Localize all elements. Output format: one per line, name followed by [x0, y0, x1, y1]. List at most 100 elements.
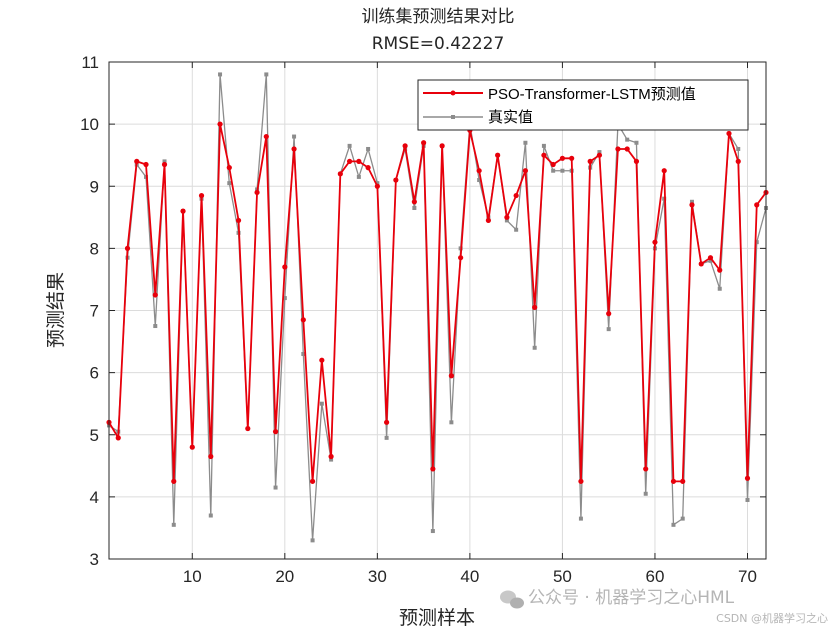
data-point-predicted — [439, 143, 445, 149]
data-point-actual — [412, 205, 417, 210]
data-point-actual — [310, 538, 315, 543]
data-point-predicted — [346, 158, 353, 164]
data-point-predicted — [180, 208, 186, 214]
data-point-predicted — [689, 202, 695, 208]
data-point-predicted — [680, 478, 686, 484]
data-point-predicted — [522, 168, 529, 174]
data-point-predicted — [198, 192, 205, 199]
data-point-actual — [153, 324, 158, 329]
data-point-predicted — [134, 158, 140, 164]
legend: PSO-Transformer-LSTM预测值 真实值 — [417, 79, 749, 131]
data-point-actual — [282, 296, 287, 301]
data-point-predicted — [532, 304, 538, 310]
legend-label-predicted: PSO-Transformer-LSTM预测值 — [488, 86, 696, 103]
data-point-actual — [689, 199, 694, 204]
data-point-predicted — [337, 171, 343, 177]
watermark-csdn: CSDN @机器学习之心 — [716, 611, 828, 625]
series-layer — [106, 72, 769, 543]
data-point-actual — [227, 181, 232, 186]
x-tick-label: 30 — [368, 567, 387, 586]
data-point-actual — [514, 227, 519, 232]
data-point-predicted — [485, 217, 491, 224]
data-point-predicted — [217, 121, 223, 127]
data-point-actual — [671, 522, 676, 527]
data-point-predicted — [115, 435, 121, 441]
data-point-predicted — [365, 165, 371, 171]
data-point-actual — [208, 513, 213, 518]
data-point-predicted — [448, 373, 454, 379]
legend-label-actual: 真实值 — [488, 108, 533, 126]
chart-title: 训练集预测结果对比 — [362, 7, 515, 27]
data-point-predicted — [717, 267, 723, 273]
data-point-predicted — [569, 155, 575, 161]
data-point-predicted — [615, 146, 621, 152]
data-point-actual — [560, 168, 565, 173]
data-point-actual — [532, 345, 537, 350]
data-point-predicted — [254, 189, 260, 196]
ticks: 10 20 30 40 50 60 70 3 4 5 6 7 8 9 10 11 — [80, 53, 766, 586]
data-point-predicted — [143, 161, 149, 168]
data-point-predicted — [652, 239, 658, 245]
data-point-predicted — [430, 466, 436, 472]
data-point-actual — [430, 529, 435, 534]
data-point-actual — [736, 146, 741, 151]
data-point-actual — [754, 240, 759, 245]
data-point-actual — [329, 457, 334, 462]
data-point-actual — [384, 435, 389, 440]
data-point-predicted — [559, 155, 566, 161]
data-point-actual — [162, 159, 167, 164]
x-axis-label: 预测样本 — [399, 607, 475, 629]
data-point-actual — [319, 401, 324, 406]
legend-swatch-marker-predicted — [450, 90, 456, 96]
data-point-predicted — [643, 466, 649, 472]
data-point-predicted — [319, 357, 325, 363]
data-point-predicted — [596, 152, 603, 158]
watermark-wechat-text: 公众号 · 机器学习之心HML — [528, 588, 735, 608]
data-point-actual — [708, 258, 713, 263]
data-point-actual — [625, 137, 630, 142]
y-tick-label: 5 — [90, 426, 99, 445]
data-point-predicted — [282, 264, 288, 270]
x-tick-label: 10 — [183, 567, 202, 586]
data-point-predicted — [356, 158, 362, 164]
data-point-actual — [264, 72, 269, 77]
data-point-predicted — [208, 453, 214, 460]
data-point-predicted — [744, 475, 751, 481]
data-point-predicted — [606, 311, 612, 317]
y-axis-label: 预测结果 — [45, 272, 67, 348]
data-point-actual — [541, 143, 546, 148]
data-point-predicted — [735, 158, 741, 164]
data-point-predicted — [152, 292, 158, 298]
x-tick-label: 40 — [460, 567, 479, 586]
data-point-predicted — [633, 158, 640, 164]
data-point-predicted — [707, 255, 714, 261]
data-point-actual — [578, 516, 583, 521]
y-tick-label: 3 — [90, 550, 99, 569]
data-point-actual — [375, 181, 380, 186]
y-tick-label: 4 — [90, 488, 99, 507]
data-point-actual — [680, 516, 685, 521]
data-point-actual — [597, 150, 602, 155]
data-point-actual — [551, 168, 556, 173]
data-point-predicted — [541, 152, 547, 158]
data-point-actual — [449, 420, 454, 425]
data-point-predicted — [272, 429, 279, 435]
data-point-actual — [171, 522, 176, 527]
x-tick-label: 70 — [738, 567, 757, 586]
data-point-predicted — [309, 478, 316, 484]
data-point-predicted — [587, 158, 593, 164]
data-point-predicted — [124, 245, 131, 251]
data-point-predicted — [670, 478, 677, 484]
x-tick-label: 60 — [645, 567, 664, 586]
data-point-predicted — [726, 130, 732, 137]
series-line-predicted — [108, 123, 767, 483]
data-point-predicted — [171, 478, 177, 484]
y-tick-label: 8 — [90, 239, 99, 258]
data-point-predicted — [458, 255, 464, 261]
data-point-predicted — [393, 177, 399, 183]
data-point-predicted — [504, 214, 510, 220]
data-point-predicted — [235, 217, 242, 224]
data-point-predicted — [226, 165, 232, 171]
data-point-predicted — [495, 152, 501, 158]
